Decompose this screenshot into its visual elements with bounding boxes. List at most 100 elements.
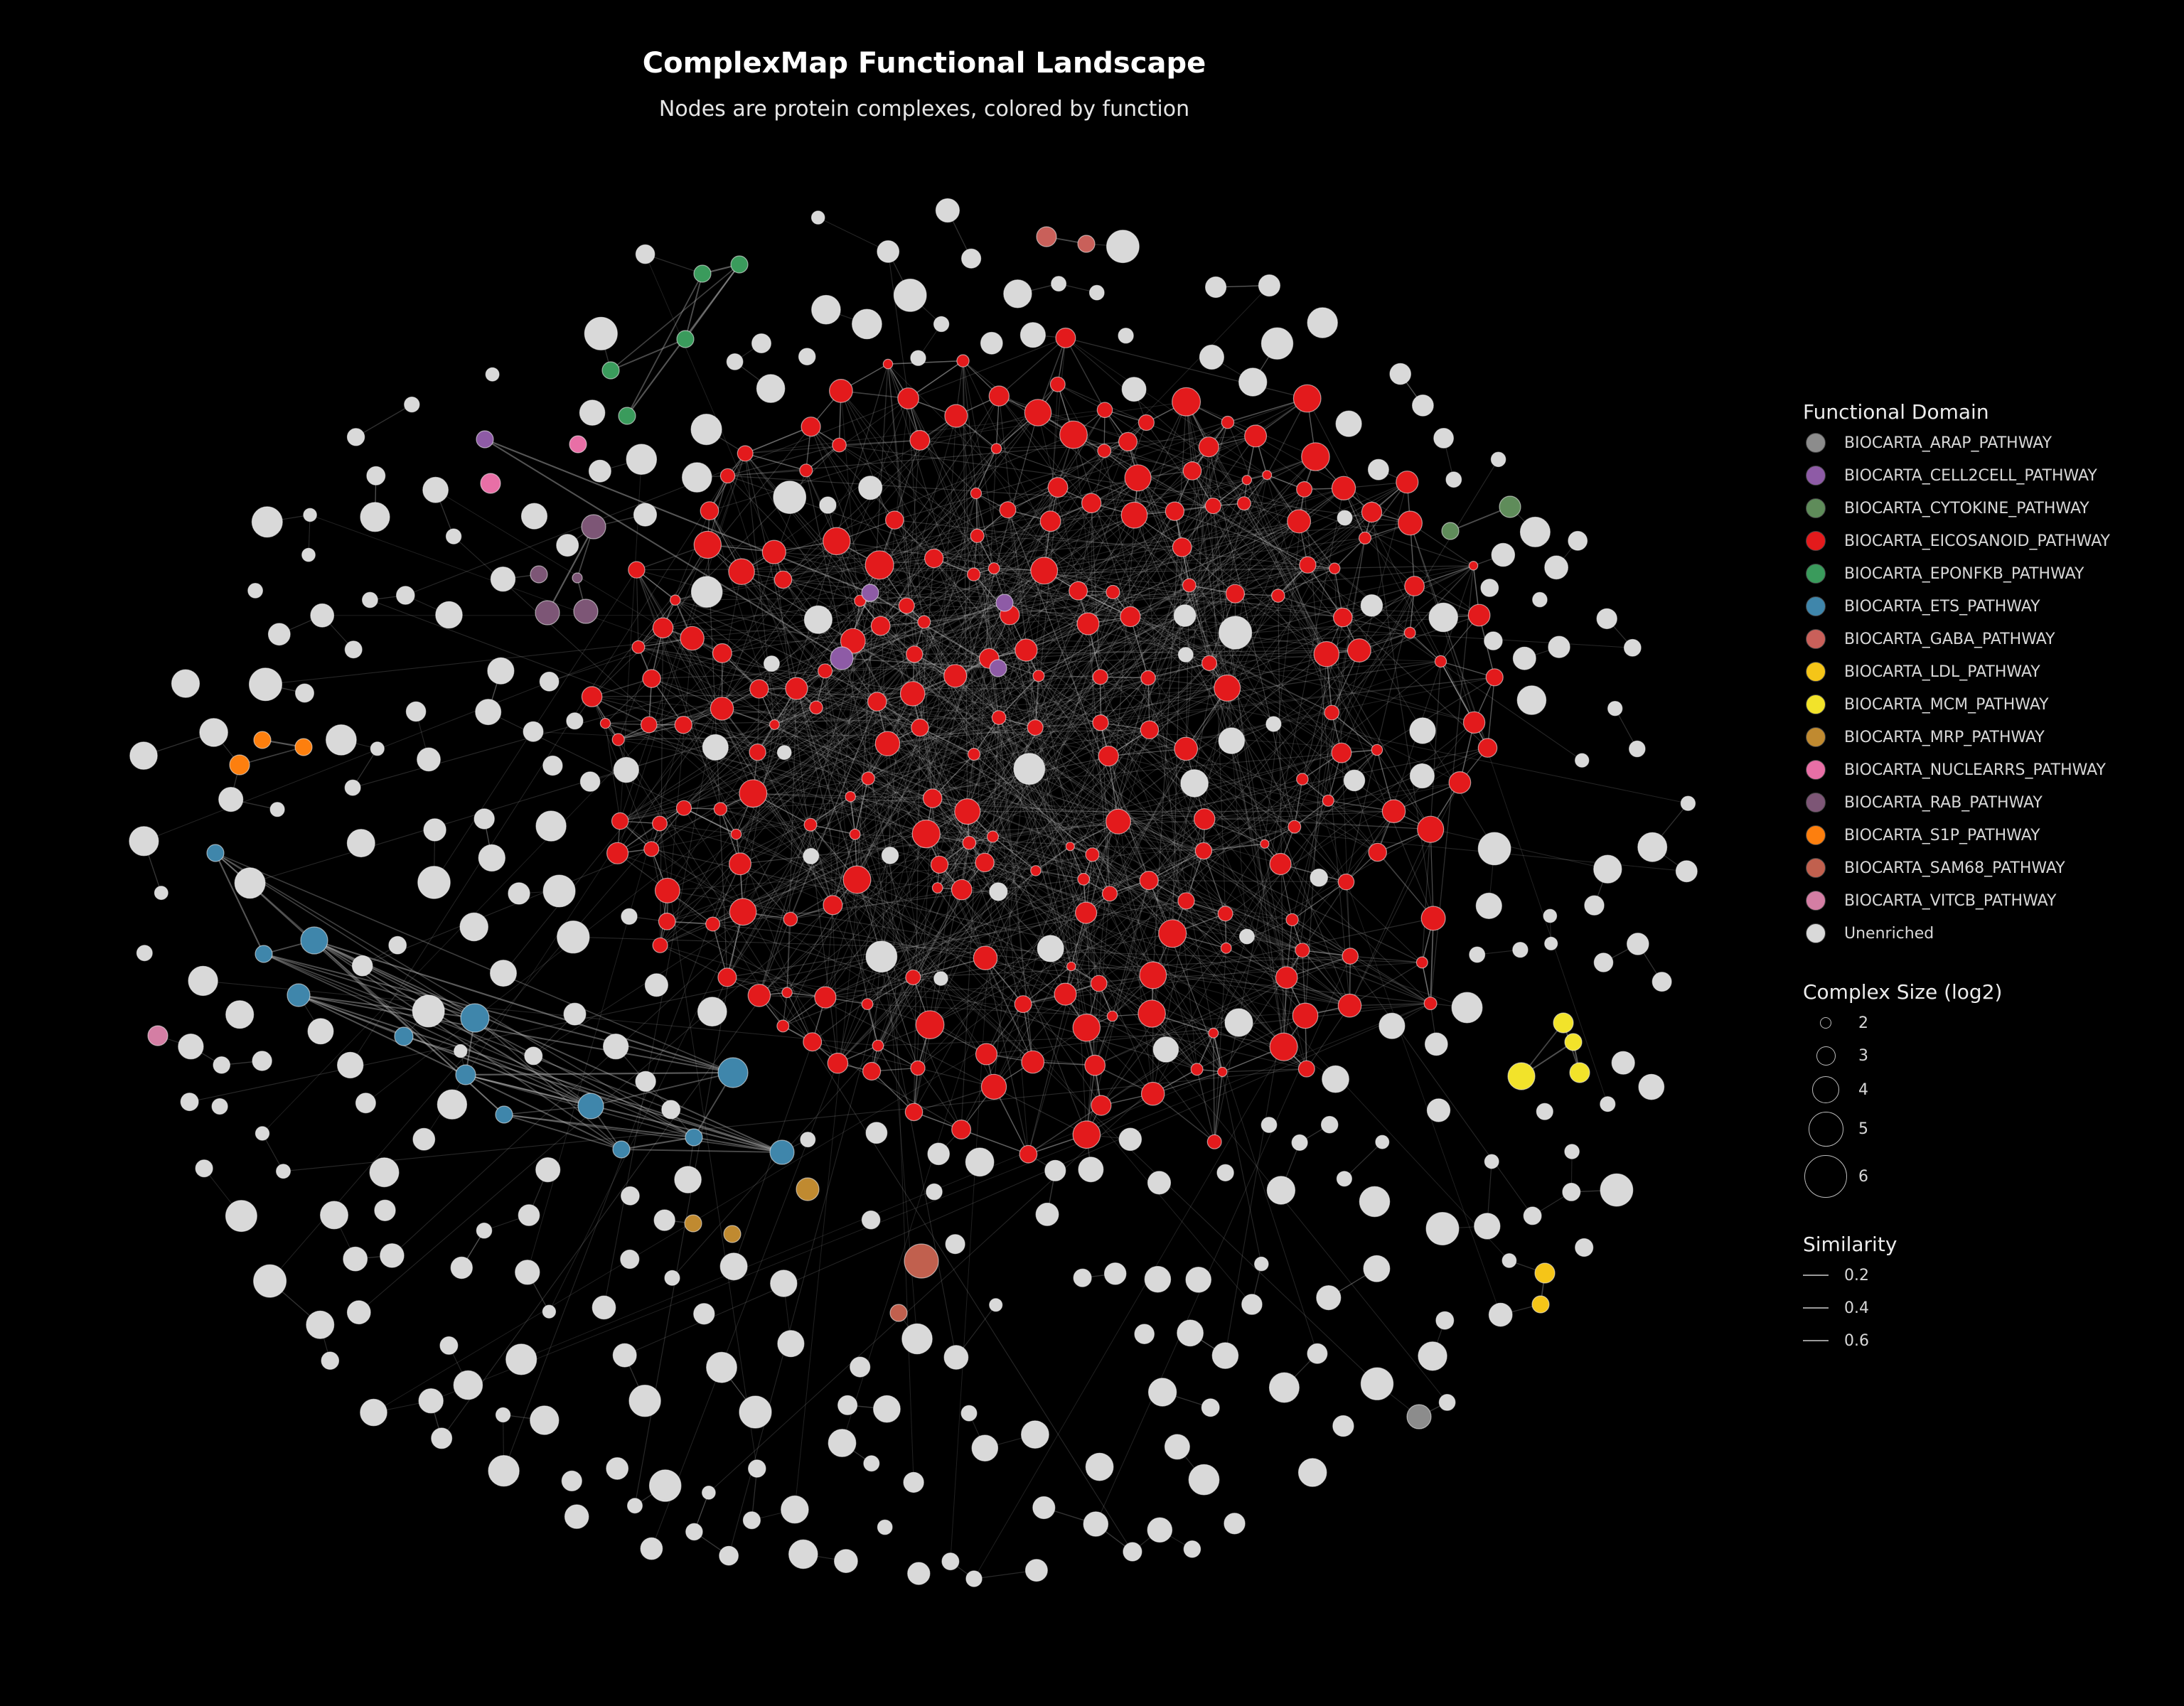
complex-node[interactable] — [705, 916, 721, 932]
complex-node[interactable] — [700, 501, 719, 520]
complex-node[interactable] — [362, 591, 378, 608]
complex-node[interactable] — [520, 503, 548, 530]
complex-node[interactable] — [1172, 387, 1201, 417]
complex-node[interactable] — [360, 1398, 387, 1427]
complex-node[interactable] — [761, 540, 786, 564]
complex-node[interactable] — [861, 998, 874, 1010]
complex-node[interactable] — [898, 597, 915, 614]
complex-node[interactable] — [1307, 1343, 1328, 1364]
complex-node[interactable] — [1485, 668, 1504, 687]
complex-node[interactable] — [1072, 1014, 1101, 1042]
complex-node[interactable] — [1097, 444, 1112, 458]
complex-node[interactable] — [535, 810, 567, 842]
complex-node[interactable] — [909, 429, 931, 451]
complex-node[interactable] — [800, 1132, 816, 1148]
complex-node[interactable] — [188, 965, 218, 997]
complex-node[interactable] — [326, 724, 357, 756]
complex-node[interactable] — [1593, 953, 1614, 972]
complex-node[interactable] — [730, 828, 742, 840]
complex-node[interactable] — [1337, 510, 1353, 526]
complex-node[interactable] — [897, 387, 919, 409]
complex-node[interactable] — [1361, 501, 1383, 523]
complex-node[interactable] — [1106, 1010, 1118, 1022]
complex-node[interactable] — [960, 1405, 978, 1422]
complex-node[interactable] — [924, 548, 944, 569]
complex-node[interactable] — [1301, 442, 1330, 471]
complex-node[interactable] — [1098, 745, 1119, 767]
complex-node[interactable] — [344, 640, 363, 659]
complex-node[interactable] — [1201, 1398, 1220, 1417]
complex-node[interactable] — [306, 1310, 335, 1339]
complex-node[interactable] — [1313, 640, 1340, 667]
complex-node[interactable] — [1569, 1062, 1590, 1083]
complex-node[interactable] — [729, 898, 757, 926]
complex-node[interactable] — [287, 983, 311, 1007]
complex-node[interactable] — [710, 697, 734, 721]
complex-node[interactable] — [473, 808, 495, 830]
complex-node[interactable] — [1208, 1027, 1219, 1039]
complex-node[interactable] — [577, 1093, 604, 1120]
complex-node[interactable] — [1244, 424, 1268, 448]
complex-node[interactable] — [796, 1177, 820, 1201]
complex-node[interactable] — [989, 882, 1008, 901]
complex-node[interactable] — [814, 986, 837, 1009]
complex-node[interactable] — [557, 920, 590, 954]
complex-node[interactable] — [1491, 542, 1516, 567]
complex-node[interactable] — [951, 879, 973, 901]
complex-node[interactable] — [276, 1164, 291, 1179]
complex-node[interactable] — [346, 1300, 371, 1325]
complex-node[interactable] — [858, 476, 883, 500]
complex-node[interactable] — [422, 476, 449, 503]
complex-node[interactable] — [690, 576, 723, 608]
complex-node[interactable] — [1036, 226, 1057, 247]
complex-node[interactable] — [1035, 1202, 1059, 1226]
complex-node[interactable] — [1144, 1265, 1172, 1293]
complex-node[interactable] — [1019, 322, 1046, 348]
complex-node[interactable] — [644, 973, 669, 997]
complex-node[interactable] — [747, 984, 771, 1007]
complex-node[interactable] — [889, 1304, 908, 1322]
complex-node[interactable] — [674, 716, 693, 734]
complex-node[interactable] — [893, 279, 927, 312]
complex-node[interactable] — [1434, 655, 1447, 668]
complex-node[interactable] — [1488, 1302, 1513, 1327]
complex-node[interactable] — [1477, 738, 1498, 758]
complex-node[interactable] — [1271, 589, 1285, 603]
complex-node[interactable] — [417, 866, 451, 899]
complex-node[interactable] — [803, 817, 818, 832]
complex-node[interactable] — [1096, 402, 1113, 418]
complex-node[interactable] — [989, 1298, 1003, 1312]
complex-node[interactable] — [1584, 895, 1605, 916]
complex-node[interactable] — [1268, 1372, 1300, 1403]
complex-node[interactable] — [1224, 1513, 1246, 1535]
complex-node[interactable] — [1320, 1115, 1339, 1134]
complex-node[interactable] — [1081, 493, 1102, 514]
complex-node[interactable] — [1269, 852, 1292, 876]
complex-node[interactable] — [346, 428, 365, 446]
complex-node[interactable] — [1262, 470, 1273, 481]
complex-node[interactable] — [1120, 501, 1148, 529]
complex-node[interactable] — [535, 1157, 561, 1183]
complex-node[interactable] — [1138, 999, 1166, 1028]
complex-node[interactable] — [495, 1105, 513, 1124]
complex-node[interactable] — [603, 1033, 629, 1060]
complex-node[interactable] — [1204, 497, 1222, 515]
complex-node[interactable] — [303, 508, 317, 522]
complex-node[interactable] — [269, 802, 285, 817]
complex-node[interactable] — [1404, 576, 1425, 596]
complex-node[interactable] — [1173, 604, 1197, 627]
complex-node[interactable] — [966, 567, 981, 581]
complex-node[interactable] — [1363, 1255, 1391, 1282]
complex-node[interactable] — [1409, 763, 1435, 789]
complex-node[interactable] — [1371, 744, 1383, 756]
complex-node[interactable] — [460, 1003, 490, 1033]
complex-node[interactable] — [702, 1485, 716, 1500]
complex-node[interactable] — [927, 1142, 950, 1166]
complex-node[interactable] — [865, 1122, 888, 1144]
complex-node[interactable] — [1297, 1060, 1315, 1078]
complex-node[interactable] — [1260, 839, 1270, 849]
complex-node[interactable] — [684, 1214, 702, 1233]
complex-node[interactable] — [535, 600, 560, 626]
complex-node[interactable] — [956, 354, 970, 368]
complex-node[interactable] — [990, 443, 1002, 454]
